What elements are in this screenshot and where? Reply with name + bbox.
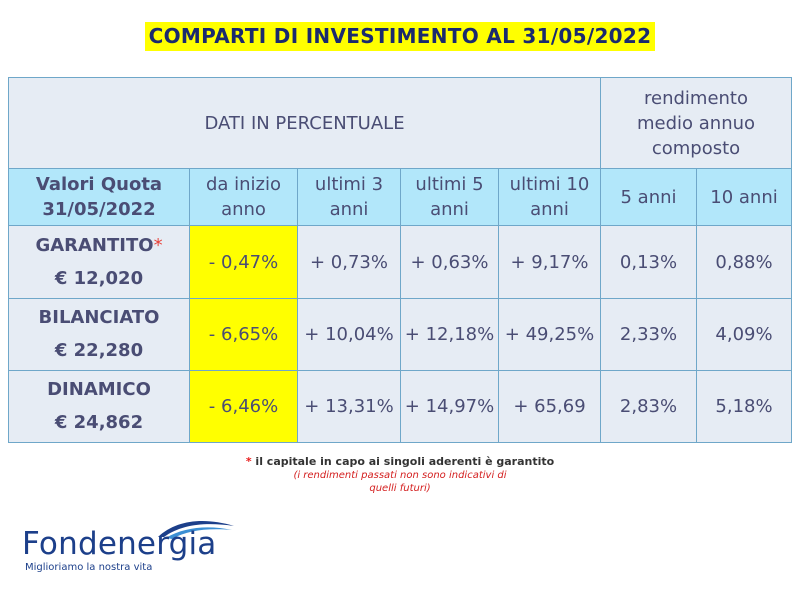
cell-5y: + 12,18% xyxy=(400,297,499,371)
logo-tagline: Miglioriamo la nostra vita xyxy=(25,562,153,573)
header-rendimento-text: rendimento medio annuo composto xyxy=(636,87,756,159)
cell-10y: + 49,25% xyxy=(497,297,602,371)
fund-name: GARANTITO xyxy=(35,235,154,256)
footnote-text: il capitale in capo ai singoli aderenti … xyxy=(255,455,555,468)
fund-cell: GARANTITO* € 12,020 xyxy=(8,225,190,299)
table-subheader-row: Valori Quota 31/05/2022 da inizio anno u… xyxy=(8,168,793,227)
cell-avg-10y: 4,09% xyxy=(696,297,793,371)
col-header-10y-text: ultimi 10 anni xyxy=(509,174,590,221)
header-main: DATI IN PERCENTUALE xyxy=(7,76,602,170)
fund-name-line: BILANCIATO xyxy=(9,301,189,334)
footnote-disclaimer: (i rendimenti passati non sono indicativ… xyxy=(293,470,507,494)
fund-name-line: DINAMICO xyxy=(9,373,189,406)
col-header-3y: ultimi 3 anni xyxy=(297,168,401,227)
fund-quota-value: € 22,280 xyxy=(54,340,144,362)
col-header-avg-5y: 5 anni xyxy=(600,168,698,227)
table-row: GARANTITO* € 12,020 - 0,47% + 0,73% + 0,… xyxy=(8,225,793,299)
col-header-10y: ultimi 10 anni xyxy=(497,168,602,227)
fund-name-line: GARANTITO* xyxy=(9,229,189,262)
col-header-avg-10y: 10 anni xyxy=(696,168,793,227)
fund-name: BILANCIATO xyxy=(38,307,160,329)
footnote-guarantee: * il capitale in capo ai singoli aderent… xyxy=(0,455,800,468)
footnote-asterisk: * xyxy=(245,455,252,468)
col-header-ytd-text: da inizio anno xyxy=(205,174,282,221)
cell-ytd: - 6,46% xyxy=(189,369,298,444)
cell-10y: + 9,17% xyxy=(497,225,602,299)
fondenergia-logo: Fondenergia Miglioriamo la nostra vita xyxy=(22,518,272,578)
cell-ytd: - 0,47% xyxy=(189,225,298,299)
cell-5y: + 14,97% xyxy=(400,369,499,444)
cell-ytd: - 6,65% xyxy=(189,297,298,371)
table-row: BILANCIATO € 22,280 - 6,65% + 10,04% + 1… xyxy=(8,297,793,371)
cell-3y: + 13,31% xyxy=(297,369,401,444)
fund-cell: DINAMICO € 24,862 xyxy=(8,369,190,444)
cell-avg-10y: 5,18% xyxy=(696,369,793,444)
quota-label: Valori Quota 31/05/2022 xyxy=(8,168,190,227)
logo-name: Fondenergia xyxy=(22,526,217,562)
page-title: COMPARTI DI INVESTIMENTO AL 31/05/2022 xyxy=(144,22,656,51)
col-header-3y-text: ultimi 3 anni xyxy=(314,174,384,221)
cell-avg-5y: 0,13% xyxy=(600,225,698,299)
cell-avg-10y: 0,88% xyxy=(696,225,793,299)
table-row: DINAMICO € 24,862 - 6,46% + 13,31% + 14,… xyxy=(8,369,793,444)
fund-quota-value: € 24,862 xyxy=(54,412,144,434)
col-header-5y-text: ultimi 5 anni xyxy=(415,174,484,221)
fund-name: DINAMICO xyxy=(47,379,151,401)
quota-label-line2: 31/05/2022 xyxy=(42,199,156,221)
table-header-row: DATI IN PERCENTUALE rendimento medio ann… xyxy=(7,76,793,170)
title-wrap: COMPARTI DI INVESTIMENTO AL 31/05/2022 xyxy=(0,22,800,51)
cell-5y: + 0,63% xyxy=(400,225,499,299)
cell-3y: + 10,04% xyxy=(297,297,401,371)
col-header-5y: ultimi 5 anni xyxy=(400,168,499,227)
header-rendimento: rendimento medio annuo composto xyxy=(600,76,793,170)
logo-wave-icon xyxy=(158,521,234,539)
footnote: * il capitale in capo ai singoli aderent… xyxy=(0,455,800,495)
fund-quota-value: € 12,020 xyxy=(54,268,144,289)
cell-avg-5y: 2,83% xyxy=(600,369,698,444)
quota-label-line1: Valori Quota xyxy=(35,174,163,196)
fund-cell: BILANCIATO € 22,280 xyxy=(8,297,190,371)
performance-table: DATI IN PERCENTUALE rendimento medio ann… xyxy=(7,76,793,444)
cell-10y: + 65,69 xyxy=(497,369,602,444)
fund-asterisk: * xyxy=(153,235,163,256)
col-header-ytd: da inizio anno xyxy=(189,168,298,227)
cell-3y: + 0,73% xyxy=(297,225,401,299)
cell-avg-5y: 2,33% xyxy=(600,297,698,371)
